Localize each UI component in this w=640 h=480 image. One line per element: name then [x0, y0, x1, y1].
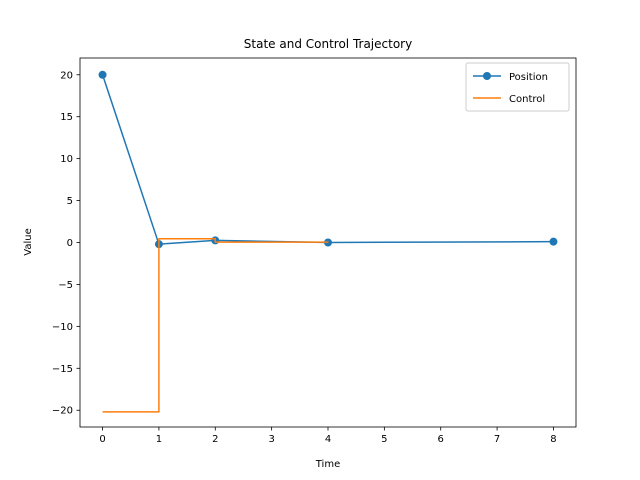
x-tick-label: 6	[438, 434, 444, 445]
y-tick-label: −5	[58, 280, 73, 291]
series-layer	[98, 70, 558, 413]
y-tick-label: 5	[67, 196, 73, 207]
legend-control-label: Control	[509, 94, 545, 105]
legend-position-marker	[483, 72, 491, 80]
position-point	[549, 237, 558, 246]
x-tick-label: 1	[156, 434, 162, 445]
y-axis-label: Value	[23, 228, 34, 255]
legend: Position Control	[465, 62, 570, 112]
y-tick-label: 0	[67, 238, 73, 249]
x-tick-label: 8	[550, 434, 556, 445]
x-tick-label: 0	[99, 434, 105, 445]
position-point	[98, 70, 107, 79]
x-tick-label: 3	[268, 434, 274, 445]
x-tick-label: 5	[381, 434, 387, 445]
y-tick-label: 10	[60, 154, 73, 165]
y-tick-label: −20	[52, 406, 73, 417]
legend-position-label: Position	[509, 72, 548, 83]
y-tick-label: −10	[52, 322, 73, 333]
control-series-line	[102, 237, 329, 413]
chart-title: State and Control Trajectory	[244, 37, 412, 51]
y-tick-label: 20	[60, 70, 73, 81]
x-tick-label: 7	[494, 434, 500, 445]
x-axis-label: Time	[315, 459, 340, 470]
y-tick-label: −15	[52, 364, 73, 375]
legend-box	[465, 62, 570, 112]
x-tick-label: 4	[325, 434, 331, 445]
plot-frame	[79, 57, 577, 428]
y-tick-label: 15	[60, 112, 73, 123]
x-tick-label: 2	[212, 434, 218, 445]
ticks-layer: 0 1 2 3 4 5 6 7 8 −20 −15 −10 −5 0 5 10 15 20	[52, 70, 557, 445]
